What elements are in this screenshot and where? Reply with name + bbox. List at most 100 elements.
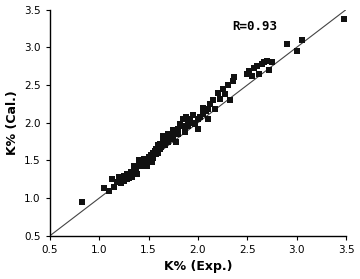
Point	[146, 154, 152, 159]
Point	[126, 175, 132, 180]
Point	[215, 90, 221, 95]
Point	[118, 181, 124, 185]
Point	[114, 179, 120, 184]
Point	[121, 173, 127, 178]
Point	[111, 185, 117, 189]
Point	[163, 137, 169, 141]
Y-axis label: K% (Cal.): K% (Cal.)	[5, 90, 19, 155]
Point	[136, 158, 141, 163]
Point	[220, 86, 225, 91]
Point	[192, 122, 198, 126]
Point	[177, 122, 183, 126]
Point	[227, 98, 233, 102]
Point	[133, 167, 139, 172]
Point	[154, 152, 159, 157]
Point	[249, 74, 255, 78]
Point	[217, 96, 222, 101]
Point	[129, 175, 135, 179]
Point	[156, 143, 161, 148]
Point	[109, 177, 115, 182]
Point	[225, 83, 230, 87]
Point	[244, 71, 250, 76]
Point	[141, 157, 147, 161]
Point	[149, 160, 154, 164]
Point	[154, 147, 159, 151]
Point	[269, 60, 275, 65]
Point	[222, 92, 228, 96]
Point	[207, 102, 213, 106]
Point	[158, 142, 163, 146]
Point	[136, 162, 141, 167]
Point	[197, 114, 203, 119]
Point	[200, 105, 206, 110]
Point	[231, 75, 237, 80]
Point	[264, 59, 270, 63]
Point	[148, 153, 153, 157]
Point	[341, 16, 347, 21]
Point	[139, 163, 144, 168]
Point	[182, 129, 188, 134]
Point	[261, 60, 267, 65]
Point	[251, 66, 257, 71]
Point	[167, 137, 173, 141]
Text: R=0.93: R=0.93	[233, 20, 278, 33]
Point	[143, 158, 148, 163]
X-axis label: K% (Exp.): K% (Exp.)	[164, 260, 232, 273]
Point	[185, 124, 191, 129]
Point	[195, 117, 201, 121]
Point	[195, 126, 201, 131]
Point	[121, 179, 127, 183]
Point	[180, 124, 186, 129]
Point	[173, 139, 179, 144]
Point	[156, 151, 161, 155]
Point	[170, 128, 176, 133]
Point	[187, 117, 193, 121]
Point	[180, 117, 186, 121]
Point	[166, 139, 171, 144]
Point	[124, 177, 130, 182]
Point	[183, 114, 189, 119]
Point	[190, 121, 196, 125]
Point	[175, 132, 181, 136]
Point	[161, 134, 166, 138]
Point	[138, 160, 144, 164]
Point	[162, 143, 168, 148]
Point	[161, 139, 166, 144]
Point	[80, 200, 85, 204]
Point	[101, 185, 107, 190]
Point	[144, 164, 149, 169]
Point	[166, 132, 171, 136]
Point	[190, 113, 196, 117]
Point	[255, 64, 260, 68]
Point	[106, 188, 112, 193]
Point	[256, 71, 262, 76]
Point	[205, 117, 211, 121]
Point	[146, 160, 152, 164]
Point	[210, 98, 216, 102]
Point	[158, 147, 163, 151]
Point	[131, 164, 136, 169]
Point	[230, 79, 235, 83]
Point	[150, 156, 156, 160]
Point	[266, 68, 272, 72]
Point	[259, 62, 265, 66]
Point	[123, 177, 129, 182]
Point	[294, 49, 300, 53]
Point	[158, 145, 164, 149]
Point	[170, 134, 176, 138]
Point	[134, 172, 140, 176]
Point	[153, 149, 158, 154]
Point	[124, 172, 130, 176]
Point	[200, 111, 206, 116]
Point	[150, 151, 156, 155]
Point	[284, 41, 290, 46]
Point	[185, 121, 191, 125]
Point	[205, 107, 211, 111]
Point	[203, 109, 209, 114]
Point	[175, 126, 181, 131]
Point	[141, 162, 147, 167]
Point	[128, 170, 134, 174]
Point	[247, 69, 252, 74]
Point	[299, 37, 305, 42]
Point	[212, 107, 218, 111]
